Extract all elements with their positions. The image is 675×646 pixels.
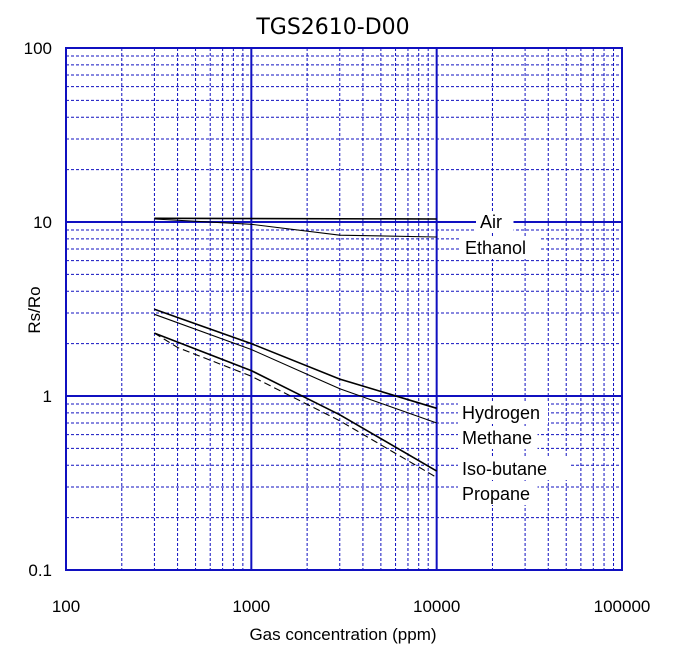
legend-label-methane: Methane [462, 428, 532, 448]
series-line-iso-butane [154, 332, 438, 472]
legend-label-air: Air [480, 212, 502, 232]
plot-frame [65, 47, 623, 571]
legend-label-iso-butane: Iso-butane [462, 459, 547, 479]
legend-label-bg [458, 402, 548, 424]
legend-label-bg [461, 237, 541, 259]
series-lines [154, 217, 438, 478]
x-tick-label: 100 [52, 597, 80, 616]
legend-label-bg [476, 211, 514, 233]
legend-label-ethanol: Ethanol [465, 238, 526, 258]
labels: 100 1000 10000 100000 0.1 1 10 100 Air Ethanol Hyd… [24, 39, 651, 616]
legend-label-hydrogen: Hydrogen [462, 403, 540, 423]
x-tick-label: 100000 [594, 597, 651, 616]
series-line-ethanol [154, 218, 437, 238]
y-axis-label: Rs/Ro [25, 286, 44, 333]
series-line-hydrogen [154, 308, 437, 410]
legend-label-bg [458, 458, 569, 480]
y-tick-label: 10 [33, 213, 52, 232]
series-line-air [154, 217, 437, 220]
chart-title: TGS2610-D00 [255, 15, 409, 40]
legend-label-bg [458, 483, 538, 505]
x-tick-label: 1000 [232, 597, 270, 616]
y-tick-label: 1 [43, 387, 52, 406]
legend-label-propane: Propane [462, 484, 530, 504]
series-line-propane [154, 332, 437, 478]
y-tick-label: 100 [24, 39, 52, 58]
x-tick-label: 10000 [413, 597, 460, 616]
legend-label-bg [458, 427, 538, 449]
x-axis-label: Gas concentration (ppm) [249, 625, 436, 644]
y-tick-label: 0.1 [28, 561, 52, 580]
series-line-methane [154, 313, 437, 424]
grid [66, 47, 623, 570]
